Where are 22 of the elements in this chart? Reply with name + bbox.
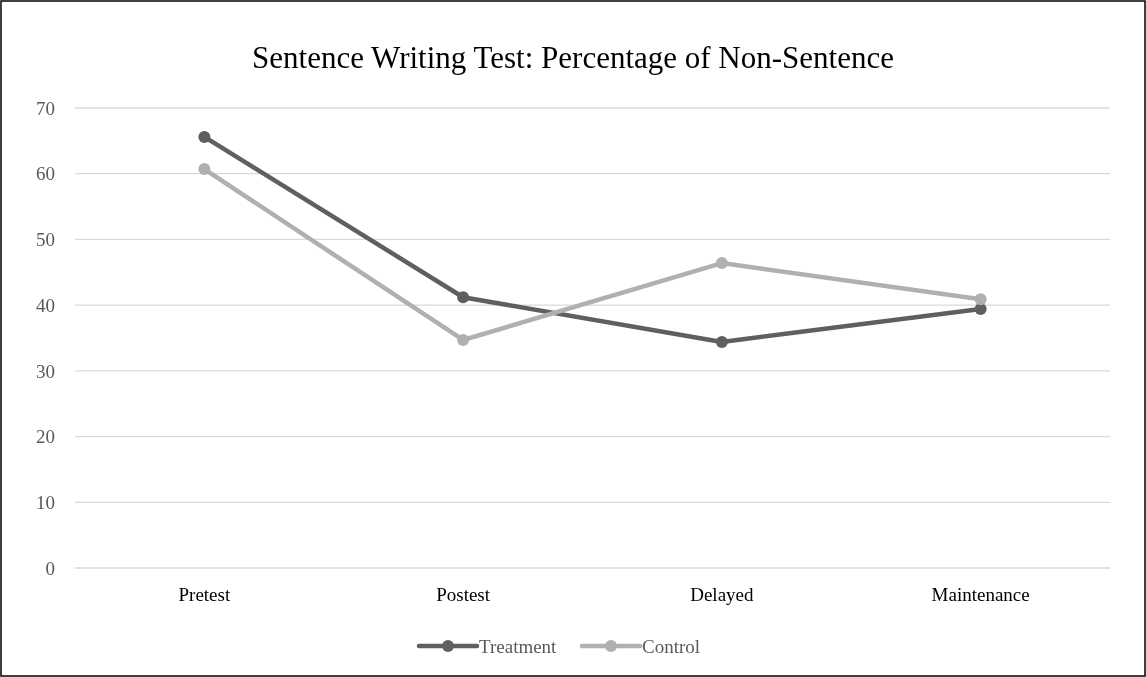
x-tick-label: Pretest bbox=[178, 584, 231, 605]
point bbox=[457, 333, 470, 346]
y-tick-label: 0 bbox=[45, 557, 55, 579]
point bbox=[457, 291, 470, 304]
point bbox=[198, 163, 211, 176]
x-tick-label: Maintenance bbox=[931, 584, 1030, 605]
legend-label: Treatment bbox=[479, 635, 558, 657]
x-tick-label: Postest bbox=[436, 584, 491, 605]
y-tick-label: 40 bbox=[36, 294, 55, 316]
y-tick-label: 60 bbox=[36, 163, 55, 185]
y-tick-label: 30 bbox=[36, 360, 55, 382]
x-tick-label: Delayed bbox=[690, 584, 755, 605]
y-tick-label: 70 bbox=[36, 97, 55, 119]
point bbox=[715, 335, 728, 348]
legend-label: Control bbox=[642, 635, 701, 657]
chart-title: Sentence Writing Test: Percentage of Non-Sentence bbox=[252, 40, 894, 75]
y-tick-label: 50 bbox=[36, 229, 55, 251]
point bbox=[974, 293, 987, 306]
y-tick-label: 20 bbox=[36, 426, 55, 448]
point bbox=[198, 130, 211, 143]
point bbox=[715, 257, 728, 270]
y-tick-label: 10 bbox=[36, 491, 55, 513]
